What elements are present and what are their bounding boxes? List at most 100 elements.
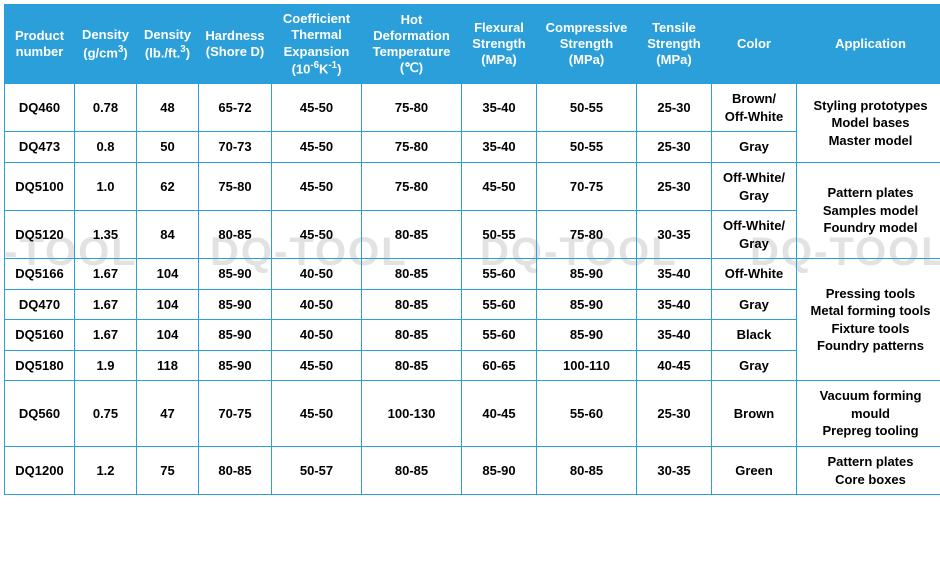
cell-flex: 55-60	[462, 289, 537, 320]
cell-product: DQ470	[5, 289, 75, 320]
cell-tens: 25-30	[637, 84, 712, 132]
cell-density_lb: 48	[137, 84, 199, 132]
table-row: DQ4600.784865-7245-5075-8035-4050-5525-3…	[5, 84, 940, 132]
col-header-hot_def: HotDeformationTemperature(℃)	[362, 5, 462, 84]
cell-comp: 85-90	[537, 289, 637, 320]
col-header-cte: CoefficientThermalExpansion(10-6K-1)	[272, 5, 362, 84]
cell-density_g: 1.67	[75, 289, 137, 320]
cell-flex: 50-55	[462, 211, 537, 259]
cell-hardness: 85-90	[199, 350, 272, 381]
cell-color: Gray	[712, 350, 797, 381]
cell-density_g: 0.78	[75, 84, 137, 132]
cell-hardness: 85-90	[199, 289, 272, 320]
cell-hot_def: 80-85	[362, 350, 462, 381]
cell-hardness: 85-90	[199, 320, 272, 351]
cell-hot_def: 80-85	[362, 259, 462, 290]
cell-density_lb: 50	[137, 132, 199, 163]
cell-flex: 40-45	[462, 381, 537, 447]
header-row: ProductnumberDensity(g/cm3)Density(lb./f…	[5, 5, 940, 84]
col-header-flex: FlexuralStrength(MPa)	[462, 5, 537, 84]
cell-application: Pattern platesSamples modelFoundry model	[797, 162, 940, 258]
cell-flex: 45-50	[462, 162, 537, 210]
cell-cte: 45-50	[272, 350, 362, 381]
cell-comp: 100-110	[537, 350, 637, 381]
cell-cte: 45-50	[272, 84, 362, 132]
cell-hardness: 80-85	[199, 446, 272, 494]
cell-color: Brown/Off-White	[712, 84, 797, 132]
cell-comp: 50-55	[537, 132, 637, 163]
cell-comp: 55-60	[537, 381, 637, 447]
table-header: ProductnumberDensity(g/cm3)Density(lb./f…	[5, 5, 940, 84]
cell-density_g: 1.9	[75, 350, 137, 381]
cell-density_lb: 84	[137, 211, 199, 259]
cell-density_g: 1.2	[75, 446, 137, 494]
cell-comp: 75-80	[537, 211, 637, 259]
cell-product: DQ5100	[5, 162, 75, 210]
cell-hardness: 65-72	[199, 84, 272, 132]
cell-comp: 50-55	[537, 84, 637, 132]
table-row: DQ5600.754770-7545-50100-13040-4555-6025…	[5, 381, 940, 447]
cell-density_g: 0.75	[75, 381, 137, 447]
col-header-hardness: Hardness(Shore D)	[199, 5, 272, 84]
cell-tens: 25-30	[637, 381, 712, 447]
cell-flex: 35-40	[462, 132, 537, 163]
cell-hardness: 75-80	[199, 162, 272, 210]
cell-color: Brown	[712, 381, 797, 447]
cell-application: Styling prototypesModel basesMaster mode…	[797, 84, 940, 163]
cell-color: Gray	[712, 132, 797, 163]
cell-cte: 40-50	[272, 259, 362, 290]
cell-density_lb: 47	[137, 381, 199, 447]
cell-cte: 50-57	[272, 446, 362, 494]
cell-density_g: 1.0	[75, 162, 137, 210]
cell-product: DQ1200	[5, 446, 75, 494]
col-header-density_g: Density(g/cm3)	[75, 5, 137, 84]
cell-density_lb: 104	[137, 320, 199, 351]
cell-application: Vacuum forming mouldPrepreg tooling	[797, 381, 940, 447]
cell-hardness: 70-75	[199, 381, 272, 447]
cell-product: DQ5180	[5, 350, 75, 381]
cell-cte: 40-50	[272, 320, 362, 351]
cell-hot_def: 80-85	[362, 289, 462, 320]
cell-flex: 85-90	[462, 446, 537, 494]
col-header-tens: TensileStrength(MPa)	[637, 5, 712, 84]
materials-table: ProductnumberDensity(g/cm3)Density(lb./f…	[4, 4, 940, 495]
cell-comp: 70-75	[537, 162, 637, 210]
cell-product: DQ5166	[5, 259, 75, 290]
cell-hot_def: 75-80	[362, 162, 462, 210]
col-header-product: Productnumber	[5, 5, 75, 84]
cell-tens: 35-40	[637, 320, 712, 351]
cell-density_lb: 104	[137, 259, 199, 290]
table-row: DQ51001.06275-8045-5075-8045-5070-7525-3…	[5, 162, 940, 210]
cell-color: Black	[712, 320, 797, 351]
cell-tens: 25-30	[637, 162, 712, 210]
cell-tens: 30-35	[637, 211, 712, 259]
cell-hot_def: 80-85	[362, 320, 462, 351]
cell-comp: 85-90	[537, 259, 637, 290]
cell-cte: 45-50	[272, 211, 362, 259]
cell-cte: 40-50	[272, 289, 362, 320]
cell-cte: 45-50	[272, 381, 362, 447]
table-row: DQ51661.6710485-9040-5080-8555-6085-9035…	[5, 259, 940, 290]
cell-density_g: 0.8	[75, 132, 137, 163]
cell-tens: 40-45	[637, 350, 712, 381]
cell-density_lb: 62	[137, 162, 199, 210]
table-row: DQ12001.27580-8550-5780-8585-9080-8530-3…	[5, 446, 940, 494]
cell-density_lb: 104	[137, 289, 199, 320]
cell-product: DQ5120	[5, 211, 75, 259]
cell-hot_def: 75-80	[362, 132, 462, 163]
cell-hardness: 70-73	[199, 132, 272, 163]
cell-tens: 35-40	[637, 259, 712, 290]
cell-hot_def: 75-80	[362, 84, 462, 132]
cell-color: Gray	[712, 289, 797, 320]
col-header-comp: CompressiveStrength(MPa)	[537, 5, 637, 84]
cell-flex: 35-40	[462, 84, 537, 132]
cell-flex: 60-65	[462, 350, 537, 381]
cell-density_lb: 75	[137, 446, 199, 494]
cell-density_g: 1.35	[75, 211, 137, 259]
cell-cte: 45-50	[272, 132, 362, 163]
cell-color: Off-White/Gray	[712, 162, 797, 210]
cell-product: DQ560	[5, 381, 75, 447]
col-header-app: Application	[797, 5, 940, 84]
col-header-density_lb: Density(lb./ft.3)	[137, 5, 199, 84]
table-body: DQ4600.784865-7245-5075-8035-4050-5525-3…	[5, 84, 940, 495]
